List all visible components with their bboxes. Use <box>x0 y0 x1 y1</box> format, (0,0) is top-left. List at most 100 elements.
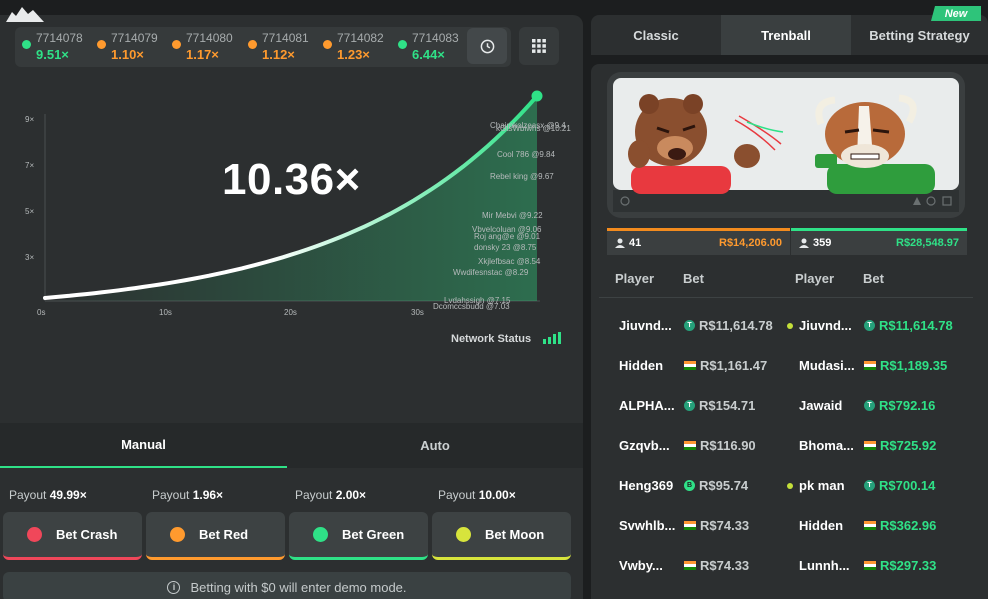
usdt-icon: T <box>684 320 695 331</box>
history-grid-button[interactable] <box>519 27 559 65</box>
bet-color-dot <box>27 527 42 542</box>
usdt-icon: T <box>864 480 875 491</box>
team-bull-amount: R$28,548.97 <box>896 237 959 249</box>
history-dot <box>248 40 257 49</box>
player-bet: B R$95.74 <box>684 478 748 493</box>
bet-button[interactable]: Bet Green <box>289 512 428 560</box>
left-bet-header: Bet <box>683 271 704 286</box>
player-name: Jiuvnd... <box>799 318 852 333</box>
cashout-label: Lvdahssigh @7.15 <box>444 296 511 305</box>
tab-auto[interactable]: Auto <box>420 438 450 453</box>
player-bet: R$116.90 <box>684 438 756 453</box>
bet-button[interactable]: Bet Moon <box>432 512 571 560</box>
grid-icon <box>532 39 546 53</box>
history-multiplier: 1.23× <box>337 47 370 62</box>
history-round-id: 7714080 <box>186 31 233 45</box>
history-multiplier: 9.51× <box>36 47 69 62</box>
demo-notice-text: Betting with $0 will enter demo mode. <box>190 579 407 595</box>
online-dot-icon <box>787 323 793 329</box>
player-name: Bhoma... <box>799 438 854 453</box>
player-bet-amount: R$11,614.78 <box>879 318 953 333</box>
payout-prefix: Payout <box>438 488 476 502</box>
x-tick-label: 20s <box>284 308 297 317</box>
x-tick-label: 10s <box>159 308 172 317</box>
cashout-label: Xkjlefbsac @8.54 <box>478 257 541 266</box>
new-badge: New <box>931 6 981 21</box>
y-tick-label: 5× <box>25 207 35 216</box>
payout-label: Payout 10.00× <box>438 488 516 502</box>
trenball-panel: 41 R$14,206.00 359 R$28,548.97 Player Be… <box>591 64 988 599</box>
player-name: Jiuvnd... <box>619 318 672 333</box>
usdt-icon: T <box>864 320 875 331</box>
logo-icon <box>6 7 44 22</box>
bet-button[interactable]: Bet Crash <box>3 512 142 560</box>
player-bet-amount: R$362.96 <box>880 518 937 533</box>
payout-value: 49.99× <box>49 488 87 502</box>
player-bet-amount: R$792.16 <box>879 398 936 413</box>
player-name: Mudasi... <box>799 358 855 373</box>
player-bet: T R$700.14 <box>864 478 935 493</box>
history-dot <box>323 40 332 49</box>
player-bet-amount: R$1,189.35 <box>880 358 948 373</box>
usdt-icon: T <box>684 400 695 411</box>
mode-tabs: Manual Auto <box>0 423 583 468</box>
team-bear-amount: R$14,206.00 <box>719 237 782 249</box>
tab-manual[interactable]: Manual <box>0 423 287 468</box>
cashout-label: Dcomccsbudd @7.03 <box>433 302 510 311</box>
bet-color-dot <box>456 527 471 542</box>
history-round-id: 7714079 <box>111 31 158 45</box>
india-flag-icon <box>684 521 696 530</box>
game-panel <box>0 15 583 599</box>
player-bet-amount: R$725.92 <box>880 438 937 453</box>
payout-value: 10.00× <box>478 488 516 502</box>
crash-curve <box>43 94 539 300</box>
payout-value: 1.96× <box>192 488 224 502</box>
player-bet: R$362.96 <box>864 518 936 533</box>
india-flag-icon <box>864 441 876 450</box>
payout-label: Payout 2.00× <box>295 488 366 502</box>
player-bet: R$74.33 <box>684 518 749 533</box>
india-flag-icon <box>864 361 876 370</box>
payout-prefix: Payout <box>295 488 333 502</box>
bet-button[interactable]: Bet Red <box>146 512 285 560</box>
india-flag-icon <box>864 521 876 530</box>
user-icon <box>615 238 625 248</box>
payout-value: 2.00× <box>335 488 367 502</box>
user-icon <box>799 238 809 248</box>
curve-area <box>45 96 537 301</box>
cashout-label: Cool 786 @9.84 <box>497 150 555 159</box>
history-clock-button[interactable] <box>467 28 507 64</box>
player-bet-amount: R$700.14 <box>879 478 936 493</box>
y-tick-label: 3× <box>25 253 35 262</box>
player-name: Hidden <box>619 358 664 373</box>
tab-classic[interactable]: Classic <box>633 27 679 43</box>
history-round-id: 7714082 <box>337 31 384 45</box>
usdt-icon: T <box>864 400 875 411</box>
cashout-label: Vbvelcoluan @9.06 <box>472 225 542 234</box>
player-bet: R$1,189.35 <box>864 358 947 373</box>
right-player-header: Player <box>795 271 835 286</box>
bet-button-label: Bet Green <box>342 527 405 542</box>
cashout-label: Wwdifesnstac @8.29 <box>453 268 529 277</box>
history-round-id: 7714083 <box>412 31 459 45</box>
player-bet-amount: R$74.33 <box>700 558 750 573</box>
tab-trenball[interactable]: Trenball <box>721 15 851 55</box>
curve-head <box>531 90 543 102</box>
player-name: Vwby... <box>619 558 663 573</box>
y-tick-label: 9× <box>25 115 35 124</box>
cashout-label: kGtsWbiwhs @10.21 <box>496 124 571 133</box>
player-bet-amount: R$74.33 <box>700 518 750 533</box>
cashout-label: Roj ang@e @9.01 <box>474 232 541 241</box>
player-bet: T R$792.16 <box>864 398 935 413</box>
network-status-label: Network Status <box>451 333 532 345</box>
player-bet: R$725.92 <box>864 438 936 453</box>
player-bet-amount: R$11,614.78 <box>699 318 773 333</box>
tab-betting-strategy[interactable]: Betting Strategy <box>869 27 970 43</box>
history-multiplier: 1.17× <box>186 47 219 62</box>
history-dot <box>398 40 407 49</box>
history-dot <box>97 40 106 49</box>
y-tick-label: 7× <box>25 161 35 170</box>
bear-icon <box>628 94 760 194</box>
player-name: Hidden <box>799 518 844 533</box>
india-flag-icon <box>864 561 876 570</box>
